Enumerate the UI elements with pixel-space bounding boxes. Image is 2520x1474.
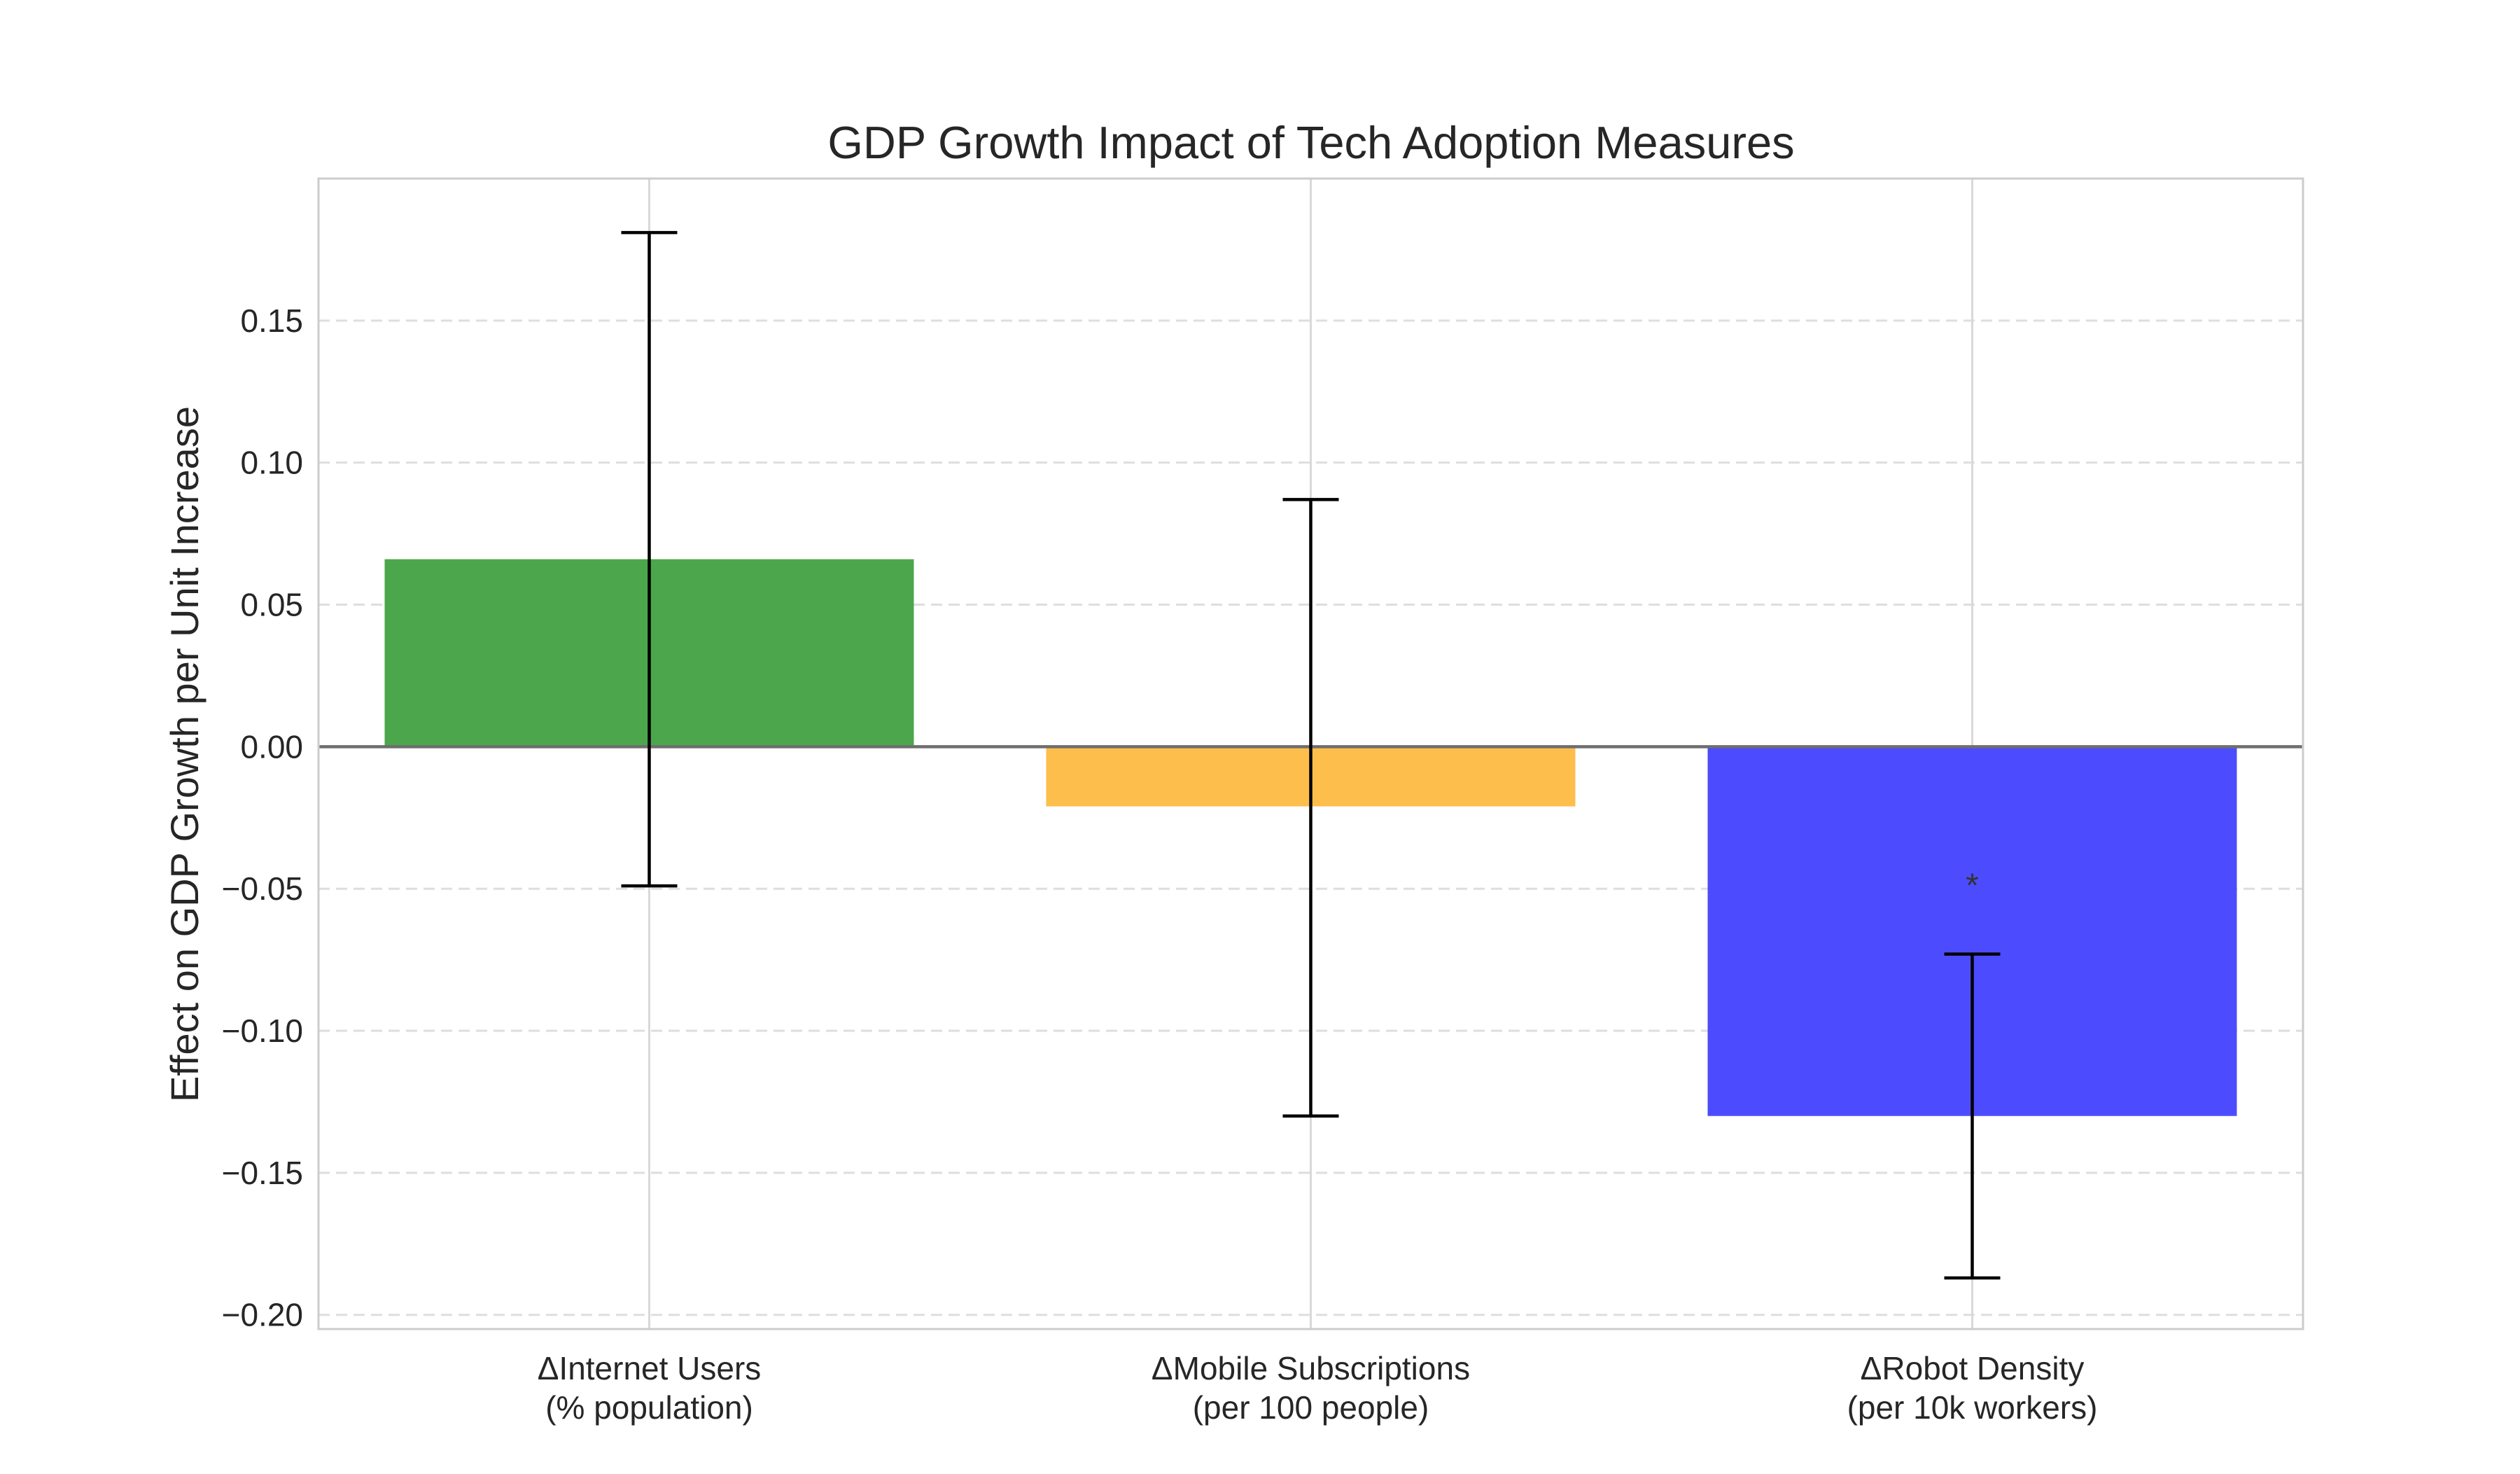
y-axis-label: Effect on GDP Growth per Unit Increase [162, 406, 206, 1102]
y-tick-label: −0.20 [222, 1297, 303, 1333]
x-tick-label: ΔInternet Users (% population) [538, 1350, 762, 1426]
y-tick-label: −0.15 [222, 1155, 303, 1191]
y-tick-label: 0.00 [240, 728, 303, 765]
y-tick-label: −0.05 [222, 870, 303, 907]
x-tick-label: ΔRobot Density (per 10k workers) [1847, 1350, 2098, 1426]
y-tick-label: 0.05 [240, 587, 303, 623]
y-tick-label: 0.10 [240, 445, 303, 481]
significance-marker: * [1966, 868, 1979, 905]
chart-title: GDP Growth Impact of Tech Adoption Measu… [827, 117, 1794, 168]
y-tick-label: 0.15 [240, 303, 303, 339]
x-tick-label: ΔMobile Subscriptions (per 100 people) [1152, 1350, 1470, 1426]
plot-frame [317, 177, 2304, 1330]
y-tick-label: −0.10 [222, 1013, 303, 1049]
